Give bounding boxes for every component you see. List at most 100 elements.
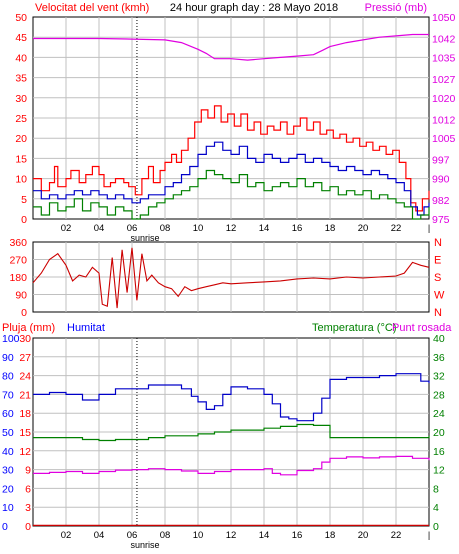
humidity-axis-label: Humitat — [67, 322, 105, 334]
sunrise-label: sunrise — [130, 540, 159, 550]
x-tick-label: 16 — [292, 223, 303, 234]
humidity-tick-label: 70 — [2, 389, 14, 401]
temperature-tick-label: 0 — [433, 521, 439, 533]
x-tick-label: 02 — [61, 223, 72, 234]
temperature-tick-label: 20 — [433, 427, 445, 439]
direction-tick-label: 270 — [9, 255, 27, 267]
x-tick-label: 08 — [160, 223, 171, 234]
wind-tick-label: 25 — [15, 113, 27, 125]
wind-pressure-series — [33, 33, 430, 220]
wind-tick-label: 5 — [21, 194, 27, 206]
x-tick-label: 06 — [127, 530, 138, 541]
x-tick-label: 14 — [259, 223, 270, 234]
series-pressure-line — [33, 33, 429, 61]
pressure-tick-label: 1042 — [432, 34, 456, 46]
series-low-line — [33, 169, 430, 220]
rain-axis-ticks: 0 3 6 9 12 15 18 21 24 27 30 — [19, 333, 31, 533]
rain-tick-label: 6 — [25, 483, 31, 495]
rain-tick-label: 30 — [19, 333, 31, 345]
series-dew_point-line — [33, 455, 430, 476]
temperature-axis-ticks: 0 4 8 12 16 20 24 28 32 36 40 — [433, 333, 445, 533]
x-axis: 02 04 06 08 10 12 14 16 18 20 22 | sunrise — [61, 223, 430, 243]
wind-tick-label: 35 — [15, 73, 27, 85]
wind-tick-label: 50 — [15, 12, 27, 24]
x-tick-label: 08 — [160, 530, 171, 541]
x-tick-label: 20 — [358, 223, 369, 234]
vertical-grid — [65, 338, 397, 526]
wind-axis-ticks: 0 5 10 15 20 25 30 35 40 45 50 — [15, 12, 27, 226]
rain-tick-label: 21 — [19, 389, 31, 401]
direction-tick-label: 0 — [21, 307, 27, 319]
humidity-tick-label: 0 — [2, 521, 8, 533]
pressure-tick-label: 975 — [432, 214, 450, 226]
series-temperature-line — [33, 423, 430, 442]
temperature-tick-label: 16 — [433, 446, 445, 458]
direction-series — [32, 247, 430, 309]
wind-axis-label: Velocitat del vent (kmh) — [35, 2, 149, 14]
vertical-grid — [65, 242, 397, 312]
temperature-tick-label: 32 — [433, 371, 445, 383]
temperature-tick-label: 4 — [433, 502, 439, 514]
series-average-line — [33, 141, 430, 216]
rain-tick-label: 15 — [19, 427, 31, 439]
compass-label: N — [434, 237, 442, 249]
wind-tick-label: 45 — [15, 32, 27, 44]
direction-tick-label: 90 — [15, 290, 27, 302]
humidity-tick-label: 50 — [2, 427, 14, 439]
x-tick-label: 12 — [226, 530, 237, 541]
x-tick-label: 14 — [259, 530, 270, 541]
pressure-tick-label: 982 — [432, 195, 450, 207]
x-tick-label: 18 — [325, 223, 336, 234]
x-tick-label: 10 — [193, 530, 204, 541]
x-tick-label: 22 — [391, 530, 402, 541]
series-gust-line — [33, 105, 430, 212]
pressure-tick-label: 990 — [432, 174, 450, 186]
pressure-axis-ticks: 975 982 990 997 1005 1012 1020 1027 1035 1042 1050 — [432, 12, 456, 226]
humidity-tick-label: 20 — [2, 483, 14, 495]
rain-tick-label: 12 — [19, 446, 31, 458]
rain-tick-label: 27 — [19, 352, 31, 364]
sunrise-label: sunrise — [130, 233, 159, 243]
humidity-tick-label: 90 — [2, 352, 14, 364]
x-end-tick: | — [428, 530, 430, 540]
chart-title: 24 hour graph day : 28 Mayo 2018 — [170, 2, 338, 14]
temperature-tick-label: 24 — [433, 408, 445, 420]
x-end-tick: | — [428, 223, 430, 233]
x-tick-label: 04 — [94, 530, 105, 541]
x-tick-label: 04 — [94, 223, 105, 234]
temperature-tick-label: 12 — [433, 465, 445, 477]
humidity-tick-label: 10 — [2, 502, 14, 514]
wind-tick-label: 0 — [21, 214, 27, 226]
temperature-tick-label: 36 — [433, 352, 445, 364]
wind-tick-label: 15 — [15, 153, 27, 165]
rain-tick-label: 3 — [25, 502, 31, 514]
rain-tick-label: 0 — [25, 521, 31, 533]
rain-axis-label: Pluja (mm) — [2, 322, 55, 334]
direction-axis-ticks: 0 90 180 270 360 — [9, 237, 27, 319]
compass-label: S — [434, 272, 441, 284]
humidity-tick-label: 40 — [2, 446, 14, 458]
humidity-tick-label: 100 — [2, 333, 20, 345]
x-tick-label: 16 — [292, 530, 303, 541]
x-tick-label: 22 — [391, 223, 402, 234]
series-humidity-line — [33, 373, 430, 422]
x-tick-label: 18 — [325, 530, 336, 541]
pressure-tick-label: 1020 — [432, 93, 456, 105]
rain-tick-label: 9 — [25, 465, 31, 477]
humidity-tick-label: 60 — [2, 408, 14, 420]
wind-tick-label: 30 — [15, 93, 27, 105]
wind-tick-label: 40 — [15, 52, 27, 64]
rain-tick-label: 24 — [19, 371, 31, 383]
dew-point-axis-label: Punt rosada — [392, 322, 452, 334]
rain-tick-label: 18 — [19, 408, 31, 420]
x-tick-label: 06 — [127, 223, 138, 234]
wind-tick-label: 10 — [15, 174, 27, 186]
temperature-axis-label: Temperatura (°C) — [312, 322, 396, 334]
pressure-tick-label: 997 — [432, 155, 450, 167]
pressure-tick-label: 1035 — [432, 52, 456, 64]
humidity-temperature-series — [33, 373, 430, 526]
compass-label: E — [434, 255, 441, 267]
direction-tick-label: 360 — [9, 237, 27, 249]
